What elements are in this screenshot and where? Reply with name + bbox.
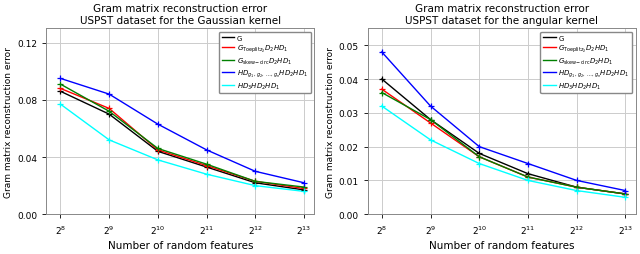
Y-axis label: Gram matrix reconstruction error: Gram matrix reconstruction error <box>326 47 335 197</box>
Title: Gram matrix reconstruction error
USPST dataset for the Gaussian kernel: Gram matrix reconstruction error USPST d… <box>80 4 281 26</box>
Title: Gram matrix reconstruction error
USPST dataset for the angular kernel: Gram matrix reconstruction error USPST d… <box>405 4 598 26</box>
X-axis label: Number of random features: Number of random features <box>108 240 253 250</box>
Legend: G, $G_{{\rm Toeplitz}_2}D_2HD_1$, $G_{{\rm skew\!-\!circ}}D_2HD_1$, $HD_{g_1,\, : G, $G_{{\rm Toeplitz}_2}D_2HD_1$, $G_{{\… <box>219 33 311 94</box>
X-axis label: Number of random features: Number of random features <box>429 240 575 250</box>
Legend: G, $G_{{\rm Toeplitz}_2}D_2HD_1$, $G_{{\rm skew\!-\!circ}}D_2HD_1$, $HD_{g_1,\, : G, $G_{{\rm Toeplitz}_2}D_2HD_1$, $G_{{\… <box>540 33 632 94</box>
Y-axis label: Gram matrix reconstruction error: Gram matrix reconstruction error <box>4 47 13 197</box>
